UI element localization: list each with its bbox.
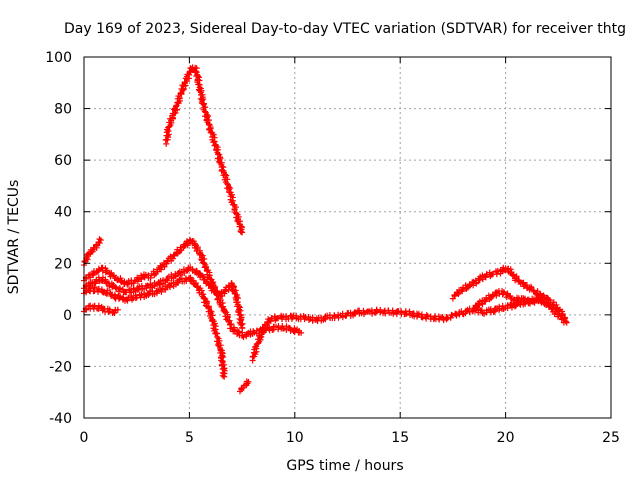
chart-title: Day 169 of 2023, Sidereal Day-to-day VTE… — [64, 21, 626, 37]
series-markers — [449, 264, 569, 322]
series-markers — [81, 274, 228, 380]
x-tick-label: 10 — [286, 430, 304, 446]
x-axis: 0 5 10 15 20 25 — [80, 57, 620, 446]
x-tick-label: 20 — [497, 430, 515, 446]
y-tick-label: 100 — [45, 50, 72, 66]
series-lower-track — [81, 274, 228, 380]
series-markers — [162, 64, 246, 236]
plot-frame — [83, 56, 612, 419]
y-tick-label: -20 — [49, 359, 72, 375]
x-axis-label: GPS time / hours — [286, 458, 403, 474]
y-tick-label: 60 — [54, 153, 72, 169]
series-big-peak — [162, 64, 246, 236]
y-tick-label: 0 — [63, 308, 72, 324]
y-tick-label: 20 — [54, 256, 72, 272]
y-tick-label: -40 — [49, 411, 72, 427]
series-late-mid — [470, 287, 551, 312]
y-tick-label: 80 — [54, 102, 72, 118]
y-tick-label: 40 — [54, 205, 72, 221]
y-axis-label: SDTVAR / TECUs — [6, 180, 22, 295]
series-markers — [81, 302, 121, 317]
x-tick-label: 0 — [80, 430, 89, 446]
y-axis: -40 -20 0 20 40 60 80 100 — [45, 50, 611, 427]
series-late-upper — [449, 264, 569, 322]
series-dip — [236, 378, 252, 395]
x-tick-label: 5 — [185, 430, 194, 446]
x-tick-label: 15 — [391, 430, 409, 446]
series-markers — [470, 287, 551, 312]
x-tick-label: 25 — [602, 430, 620, 446]
series-markers — [236, 378, 252, 395]
series-low-start — [81, 302, 121, 317]
data-points — [81, 64, 570, 395]
grid — [84, 57, 611, 418]
